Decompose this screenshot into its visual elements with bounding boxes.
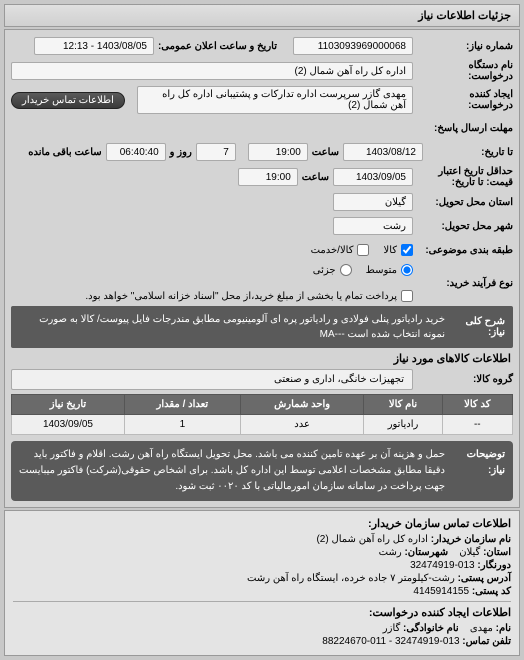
purchase-opt-0[interactable]: متوسط — [366, 264, 413, 276]
days-label: روز و — [170, 147, 192, 158]
purchase-opt-1[interactable]: جزئی — [313, 264, 352, 276]
cell-qty: 1 — [124, 415, 240, 435]
announce-date-label: تاریخ و ساعت اعلان عمومی: — [158, 41, 277, 52]
days-remaining: 7 — [196, 143, 236, 161]
creator-label: ایجاد کننده درخواست: — [413, 89, 513, 111]
requester-family-label: نام خانوادگی: — [403, 623, 459, 634]
buyer-org-label: نام سازمان خریدار: — [431, 534, 511, 545]
desc-box: توضیحات نیاز: حمل و هزینه آن بر عهده تام… — [11, 441, 513, 501]
buyer-contact-button[interactable]: اطلاعات تماس خریدار — [11, 92, 125, 109]
mode-check-0[interactable] — [401, 244, 413, 256]
buyer-city-label: شهرستان: — [404, 547, 448, 558]
creator-name: مهدی گازر سرپرست اداره تدارکات و پشتیبان… — [137, 86, 413, 114]
buyer-post: 4145914155 — [413, 586, 469, 597]
validity-date: 1403/09/05 — [333, 168, 413, 186]
city-value: رشت — [333, 217, 413, 235]
mode-label: طبقه بندی موضوعی: — [413, 245, 513, 256]
mode-opt-0-label: کالا — [383, 245, 397, 256]
purchase-opt-1-label: جزئی — [313, 265, 336, 276]
page-title: جزئیات اطلاعات نیاز — [418, 10, 511, 22]
province-label: استان محل تحویل: — [413, 197, 513, 208]
buyer-post-label: کد پستی: — [472, 586, 511, 597]
requester-header: اطلاعات ایجاد کننده درخواست: — [13, 606, 511, 619]
buyer-addr-row: آدرس پستی: رشت-کیلومتر ۷ جاده خرده، ایست… — [13, 573, 511, 584]
buyer-phone: 013-32474919 — [410, 560, 475, 571]
table-header-row: کد کالا نام کالا واحد شمارش تعداد / مقدا… — [12, 395, 513, 415]
buyer-contact-section: اطلاعات تماس سازمان خریدار: نام سازمان خ… — [4, 510, 520, 656]
cell-date: 1403/09/05 — [12, 415, 125, 435]
requester-phone-label: تلفن تماس: — [462, 636, 511, 647]
time-label-1: ساعت — [312, 147, 339, 158]
requester-name: مهدی — [470, 623, 493, 634]
time-label-2: ساعت — [302, 172, 329, 183]
buyer-post-row: کد پستی: 4145914155 — [13, 586, 511, 597]
purchase-radio-0[interactable] — [401, 264, 413, 276]
requester-phone: 013-32474919 - 011-88224670 — [322, 636, 459, 647]
buyer-org-row: نام سازمان خریدار: اداره کل راه آهن شمال… — [13, 534, 511, 545]
purchase-options: متوسط جزئی پرداخت تمام یا بخشی از مبلغ خ… — [11, 264, 413, 302]
deadline-time: 19:00 — [248, 143, 308, 161]
requester-phone-row: تلفن تماس: 013-32474919 - 011-88224670 — [13, 636, 511, 647]
cell-code: -- — [442, 415, 512, 435]
purchase-opt-0-label: متوسط — [366, 265, 397, 276]
buyer-province-label: استان: — [483, 547, 511, 558]
city-label: شهر محل تحویل: — [413, 221, 513, 232]
buyer-province-row: استان: گیلان شهرستان: رشت — [13, 547, 511, 558]
col-date: تاریخ نیاز — [12, 395, 125, 415]
requester-family: گازر — [383, 623, 400, 634]
requester-name-label: نام: — [496, 623, 511, 634]
purchase-note-check[interactable] — [401, 290, 413, 302]
need-number: 1103093969000068 — [293, 37, 413, 55]
tadate-label: تا تاریخ: — [423, 147, 513, 158]
purchase-note-opt[interactable]: پرداخت تمام یا بخشی از مبلغ خرید،از محل … — [85, 290, 413, 302]
purchase-note-label: پرداخت تمام یا بخشی از مبلغ خرید،از محل … — [85, 291, 397, 302]
col-code: کد کالا — [442, 395, 512, 415]
mode-opt-0[interactable]: کالا — [383, 244, 413, 256]
need-info-section: شماره نیاز: 1103093969000068 تاریخ و ساع… — [4, 29, 520, 508]
mode-opt-1[interactable]: کالا/خدمت — [311, 244, 370, 256]
group-value: تجهیزات خانگی، اداری و صنعتی — [11, 369, 413, 390]
purchase-label: نوع فرآیند خرید: — [413, 278, 513, 289]
summary-label: شرح کلی نیاز: — [445, 316, 505, 338]
col-qty: تعداد / مقدار — [124, 395, 240, 415]
buyer-phone-row: دورنگار: 013-32474919 — [13, 560, 511, 571]
requester-name-row: نام: مهدی نام خانوادگی: گازر — [13, 623, 511, 634]
col-name: نام کالا — [364, 395, 442, 415]
goods-table: کد کالا نام کالا واحد شمارش تعداد / مقدا… — [11, 394, 513, 435]
deadline-label: مهلت ارسال پاسخ: — [413, 123, 513, 134]
announce-date: 1403/08/05 - 12:13 — [34, 37, 154, 55]
page-header: جزئیات اطلاعات نیاز — [4, 4, 520, 27]
separator — [13, 601, 511, 602]
mode-opt-1-label: کالا/خدمت — [311, 245, 354, 256]
table-row: -- رادیاتور عدد 1 1403/09/05 — [12, 415, 513, 435]
buyer-phone-label: دورنگار: — [477, 560, 511, 571]
purchase-radio-1[interactable] — [340, 264, 352, 276]
cell-name: رادیاتور — [364, 415, 442, 435]
validity-time: 19:00 — [238, 168, 298, 186]
desc-label: توضیحات نیاز: — [445, 447, 505, 495]
dept-name: اداره کل راه آهن شمال (2) — [11, 62, 413, 80]
buyer-province: گیلان — [459, 547, 480, 558]
remain-label: ساعت باقی مانده — [28, 147, 101, 158]
buyer-city: رشت — [379, 547, 402, 558]
buyer-addr: رشت-کیلومتر ۷ جاده خرده، ایستگاه راه آهن… — [247, 573, 455, 584]
summary-bar: شرح کلی نیاز: خرید رادیاتور پنلی فولادی … — [11, 306, 513, 348]
goods-header: اطلاعات کالاهای مورد نیاز — [11, 348, 513, 369]
cell-unit: عدد — [240, 415, 364, 435]
buyer-header: اطلاعات تماس سازمان خریدار: — [13, 517, 511, 530]
time-remaining: 06:40:40 — [106, 143, 166, 161]
mode-options: کالا کالا/خدمت — [311, 244, 413, 256]
buyer-org: اداره کل راه آهن شمال (2) — [316, 534, 428, 545]
number-label: شماره نیاز: — [413, 41, 513, 52]
summary-text: خرید رادیاتور پنلی فولادی و رادیاتور پره… — [19, 312, 445, 342]
dept-label: نام دستگاه درخواست: — [413, 60, 513, 82]
col-unit: واحد شمارش — [240, 395, 364, 415]
mode-check-1[interactable] — [357, 244, 369, 256]
province-value: گیلان — [333, 193, 413, 211]
buyer-addr-label: آدرس پستی: — [458, 573, 511, 584]
desc-text: حمل و هزینه آن بر عهده تامین کننده می با… — [19, 447, 445, 495]
deadline-date: 1403/08/12 — [343, 143, 423, 161]
validity-label: حداقل تاریخ اعتبار قیمت: تا تاریخ: — [413, 166, 513, 188]
group-label: گروه کالا: — [413, 374, 513, 385]
